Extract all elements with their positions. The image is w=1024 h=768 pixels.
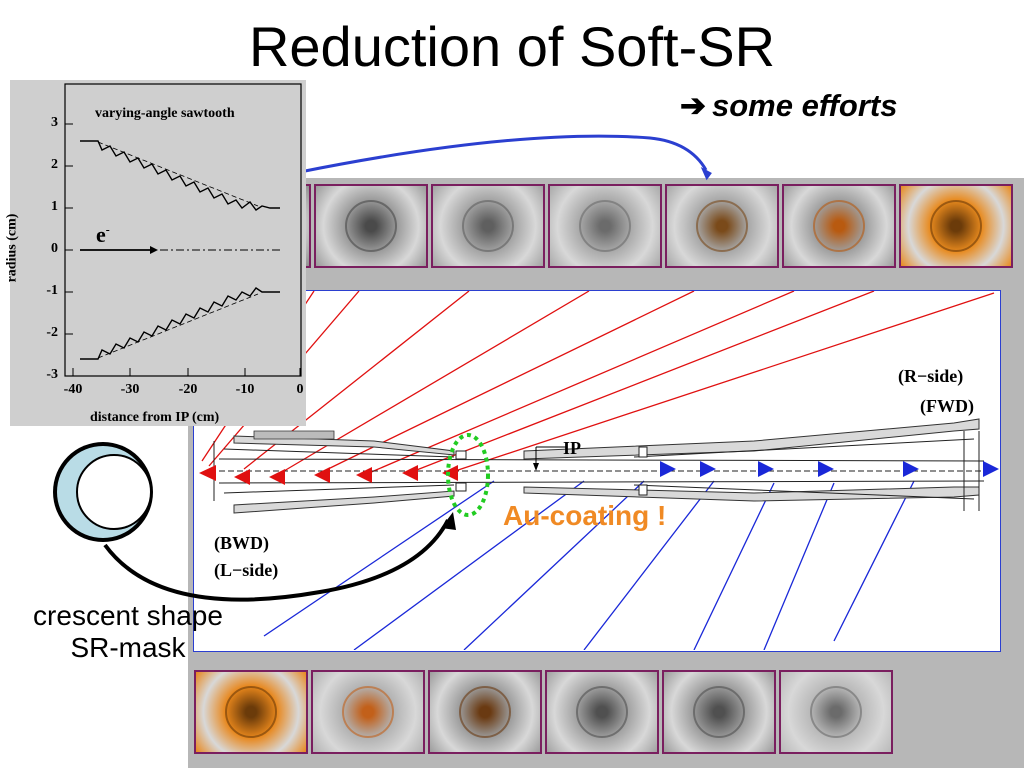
crescent-caption: crescent shape SR-mask — [0, 600, 256, 664]
photo-bore-ring — [813, 200, 865, 252]
photo-bottom-2 — [311, 670, 425, 754]
lower-chamber-wall — [233, 486, 980, 514]
upper-sawtooth-line — [80, 140, 280, 211]
sawtooth-plot-panel: varying-angle sawtooth radius (cm) dista… — [4, 80, 306, 426]
photo-bottom-5 — [662, 670, 776, 754]
r-side-label: (R−side) — [898, 366, 964, 386]
photo-top-7 — [899, 184, 1013, 268]
plot-x-tick-label: -20 — [178, 382, 198, 397]
black-curved-arrow — [103, 519, 450, 602]
photo-bore-ring — [459, 686, 511, 738]
upper-reference-line — [97, 141, 259, 207]
bottom-photo-row — [194, 670, 893, 754]
plot-title: varying-angle sawtooth — [95, 106, 235, 121]
photo-top-6 — [782, 184, 896, 268]
photo-bottom-4 — [545, 670, 659, 754]
au-coating-label: Au-coating ! — [503, 500, 667, 531]
slide-title: Reduction of Soft-SR — [248, 15, 776, 78]
photo-top-3 — [431, 184, 545, 268]
plot-x-tick-label: 0 — [296, 382, 304, 397]
bwd-label: (BWD) — [214, 533, 269, 553]
photo-bore-ring — [579, 200, 631, 252]
blue-arrowheads — [660, 461, 999, 477]
plot-y-tick-label: 2 — [51, 157, 58, 172]
plot-y-tick-label: -3 — [46, 367, 58, 382]
photo-bottom-3 — [428, 670, 542, 754]
electron-charge: - — [105, 222, 110, 237]
photo-top-4 — [548, 184, 662, 268]
ip-marker — [533, 446, 566, 471]
blue-arrow-head-icon — [700, 167, 712, 181]
upper-chamber-wall — [233, 418, 980, 460]
photo-top-2 — [314, 184, 428, 268]
photo-bore-ring — [342, 686, 394, 738]
green-highlight-ellipse — [446, 433, 490, 517]
electron-label: e- — [96, 222, 110, 248]
plot-x-tick-label: -30 — [120, 382, 140, 397]
subtitle-text: some efforts — [711, 88, 898, 123]
right-arrow-icon: ➔ — [680, 88, 706, 123]
lower-sawtooth-line — [80, 287, 280, 360]
photo-top-5 — [665, 184, 779, 268]
photo-bottom-6 — [779, 670, 893, 754]
electron-symbol: e — [96, 222, 106, 247]
black-arrow-head-icon — [441, 512, 456, 530]
ip-label: IP — [563, 438, 581, 458]
blue-curved-arrow — [299, 134, 708, 174]
plot-frame — [64, 83, 302, 377]
slide-subtitle: ➔ some efforts — [680, 88, 897, 124]
photo-bore-ring — [693, 686, 745, 738]
photo-bore-ring — [930, 200, 982, 252]
plot-y-tick-label: 1 — [51, 199, 58, 214]
plot-y-ticks — [65, 123, 73, 377]
crescent-caption-line2: SR-mask — [70, 632, 186, 663]
plot-xlabel: distance from IP (cm) — [90, 410, 220, 425]
plot-x-tick-label: -40 — [63, 382, 83, 397]
crescent-mask-icon — [53, 442, 153, 542]
fwd-label: (FWD) — [920, 396, 974, 416]
beampipe-diagram-svg — [199, 290, 999, 651]
photo-bore-ring — [225, 686, 277, 738]
beam-pipe-lines — [213, 431, 985, 511]
plot-ylabel: radius (cm) — [4, 213, 20, 283]
plot-y-tick-label: 3 — [51, 115, 58, 130]
l-side-label: (L−side) — [214, 560, 279, 580]
photo-bore-ring — [810, 686, 862, 738]
ip-flanges — [455, 446, 648, 496]
sawtooth-plot-svg — [64, 83, 302, 377]
crescent-caption-line1: crescent shape — [33, 600, 223, 631]
plot-x-ticks — [72, 368, 301, 376]
photo-bottom-1 — [194, 670, 308, 754]
lower-reference-line — [97, 293, 259, 359]
plot-x-tick-label: -10 — [235, 382, 255, 397]
photo-bore-ring — [576, 686, 628, 738]
blue-sr-rays — [263, 480, 915, 651]
plot-y-tick-label: 0 — [51, 241, 58, 256]
plot-y-tick-label: -1 — [46, 283, 58, 298]
photo-bore-ring — [462, 200, 514, 252]
photo-bore-ring — [696, 200, 748, 252]
photo-bore-ring — [345, 200, 397, 252]
electron-arrow-head-icon — [150, 246, 158, 254]
plot-y-tick-label: -2 — [46, 325, 58, 340]
